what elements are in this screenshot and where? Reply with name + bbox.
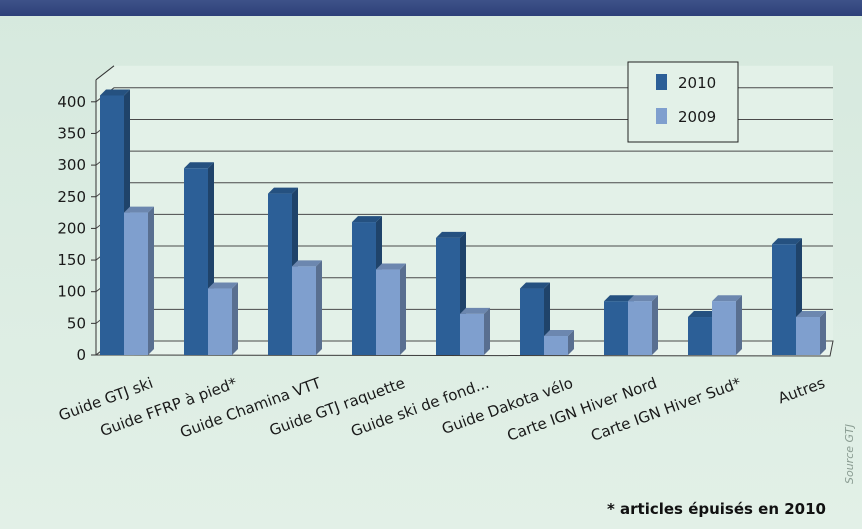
bar-side — [484, 307, 490, 355]
bar-2010 — [520, 288, 544, 355]
bar-top — [520, 282, 550, 289]
bar-top — [688, 311, 718, 318]
bar-top — [208, 282, 238, 289]
y-tick-label: 50 — [67, 314, 86, 332]
bar-side — [568, 330, 574, 355]
bar-top — [712, 295, 742, 302]
bar-2010 — [184, 168, 208, 355]
bar-2009 — [376, 269, 400, 355]
bar-2010 — [688, 317, 712, 355]
legend-label: 2010 — [678, 74, 716, 92]
source-credit: Source GTJ — [843, 423, 856, 484]
bar-top — [124, 206, 154, 213]
legend-swatch — [656, 74, 667, 90]
header-band — [0, 0, 862, 16]
bar-2009 — [208, 288, 232, 355]
bar-side — [232, 282, 238, 355]
bar-2010 — [352, 222, 376, 355]
bar-side — [316, 260, 322, 355]
bar-top — [268, 187, 298, 194]
category-label: Guide FFRP à pied* — [98, 374, 240, 440]
bar-side — [400, 263, 406, 355]
bar-2010 — [268, 193, 292, 355]
y-tick-label: 350 — [57, 124, 86, 142]
bar-2009 — [628, 301, 652, 355]
bar-top — [628, 295, 658, 302]
bar-2010 — [436, 237, 460, 355]
category-label: Carte IGN Hiver Nord — [505, 374, 660, 445]
y-tick-label: 200 — [57, 219, 86, 237]
y-tick-label: 100 — [57, 283, 86, 301]
category-label: Autres — [776, 374, 828, 408]
legend: 2010 2009 — [627, 61, 739, 143]
bar-top — [772, 238, 802, 245]
category-label: Guide ski de fond... — [348, 374, 491, 441]
category-label: Carte IGN Hiver Sud* — [588, 374, 743, 445]
y-axis-ticks: 0 50 100 150 200 250 300 350 400 — [57, 93, 86, 364]
footnote: * articles épuisés en 2010 — [606, 500, 826, 518]
category-label: Guide Chamina VTT — [178, 374, 325, 442]
bar-side — [652, 295, 658, 355]
bar-2009 — [124, 212, 148, 355]
bar-2009 — [544, 336, 568, 355]
bar-top — [796, 311, 826, 318]
bar-2009 — [460, 313, 484, 355]
legend-label: 2009 — [678, 108, 716, 126]
bar-side — [736, 295, 742, 355]
bars — [100, 89, 826, 355]
bar-top — [184, 162, 214, 169]
bar-side — [148, 206, 154, 355]
bar-side — [820, 311, 826, 355]
bar-2009 — [712, 301, 736, 355]
y-tick-label: 250 — [57, 188, 86, 206]
y-tick-label: 300 — [57, 156, 86, 174]
bar-top — [436, 231, 466, 238]
y-axis-top-edge — [95, 65, 115, 81]
y-tick-label: 150 — [57, 251, 86, 269]
bar-2009 — [292, 266, 316, 355]
bar-top — [544, 330, 574, 337]
bar-2010 — [772, 244, 796, 355]
bar-2010 — [604, 301, 628, 355]
legend-swatch — [656, 108, 667, 124]
bar-top — [100, 89, 130, 96]
y-tick-label: 0 — [76, 346, 86, 364]
bar-top — [604, 295, 634, 302]
bar-2009 — [796, 317, 820, 355]
bar-top — [292, 260, 322, 267]
bar-top — [352, 216, 382, 223]
bar-top — [460, 307, 490, 314]
legend-box — [627, 61, 739, 143]
y-tick-label: 400 — [57, 93, 86, 111]
bar-top — [376, 263, 406, 270]
bar-2010 — [100, 95, 124, 355]
